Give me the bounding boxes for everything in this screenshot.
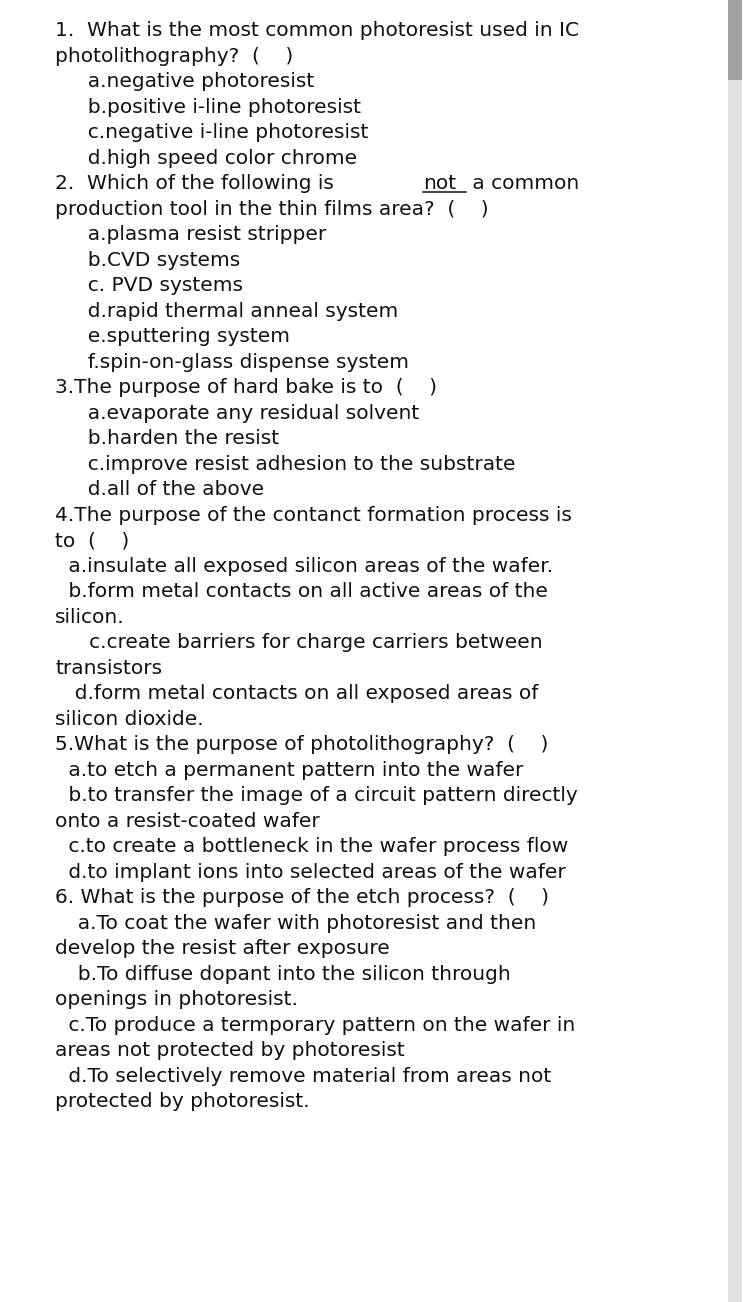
Text: to  (    ): to ( ): [55, 531, 129, 551]
Text: d.high speed color chrome: d.high speed color chrome: [75, 148, 357, 168]
Text: production tool in the thin films area?  (    ): production tool in the thin films area? …: [55, 199, 489, 219]
Text: d.To selectively remove material from areas not: d.To selectively remove material from ar…: [62, 1066, 551, 1086]
Text: silicon.: silicon.: [55, 608, 125, 626]
Text: a common: a common: [466, 174, 579, 193]
Text: a.plasma resist stripper: a.plasma resist stripper: [75, 225, 326, 245]
Text: c. PVD systems: c. PVD systems: [75, 276, 243, 296]
Text: c.create barriers for charge carriers between: c.create barriers for charge carriers be…: [70, 633, 542, 652]
Text: openings in photoresist.: openings in photoresist.: [55, 991, 298, 1009]
Text: 2.  Which of the following is: 2. Which of the following is: [55, 174, 340, 193]
Text: onto a resist-coated wafer: onto a resist-coated wafer: [55, 811, 320, 831]
Text: b.positive i-line photoresist: b.positive i-line photoresist: [75, 98, 361, 117]
Text: d.form metal contacts on all exposed areas of: d.form metal contacts on all exposed are…: [62, 685, 538, 703]
Text: d.all of the above: d.all of the above: [75, 480, 264, 499]
Text: areas not protected by photoresist: areas not protected by photoresist: [55, 1042, 405, 1060]
Text: not: not: [423, 174, 456, 193]
Text: 4.The purpose of the contanct formation process is: 4.The purpose of the contanct formation …: [55, 505, 572, 525]
Text: c.improve resist adhesion to the substrate: c.improve resist adhesion to the substra…: [75, 454, 515, 474]
Bar: [728, 0, 742, 79]
Text: a.insulate all exposed silicon areas of the wafer.: a.insulate all exposed silicon areas of …: [62, 557, 553, 575]
Text: a.To coat the wafer with photoresist and then: a.To coat the wafer with photoresist and…: [65, 914, 536, 932]
Text: b.CVD systems: b.CVD systems: [75, 251, 240, 270]
Text: c.to create a bottleneck in the wafer process flow: c.to create a bottleneck in the wafer pr…: [62, 837, 568, 857]
Text: 5.What is the purpose of photolithography?  (    ): 5.What is the purpose of photolithograph…: [55, 736, 548, 754]
Text: c.negative i-line photoresist: c.negative i-line photoresist: [75, 124, 368, 142]
Text: b.form metal contacts on all active areas of the: b.form metal contacts on all active area…: [62, 582, 548, 602]
Text: b.To diffuse dopant into the silicon through: b.To diffuse dopant into the silicon thr…: [65, 965, 511, 984]
Text: f.spin-on-glass dispense system: f.spin-on-glass dispense system: [75, 353, 409, 372]
Text: c.To produce a termporary pattern on the wafer in: c.To produce a termporary pattern on the…: [62, 1016, 575, 1035]
Text: transistors: transistors: [55, 659, 162, 678]
Text: 3.The purpose of hard bake is to  (    ): 3.The purpose of hard bake is to ( ): [55, 379, 437, 397]
Text: e.sputtering system: e.sputtering system: [75, 327, 290, 346]
Text: develop the resist after exposure: develop the resist after exposure: [55, 939, 390, 958]
Text: protected by photoresist.: protected by photoresist.: [55, 1092, 310, 1111]
Text: photolithography?  (    ): photolithography? ( ): [55, 47, 293, 65]
Text: silicon dioxide.: silicon dioxide.: [55, 710, 203, 729]
Text: 6. What is the purpose of the etch process?  (    ): 6. What is the purpose of the etch proce…: [55, 888, 549, 907]
Text: 1.  What is the most common photoresist used in IC: 1. What is the most common photoresist u…: [55, 21, 579, 40]
Text: a.negative photoresist: a.negative photoresist: [75, 72, 314, 91]
Text: a.to etch a permanent pattern into the wafer: a.to etch a permanent pattern into the w…: [62, 760, 524, 780]
Text: d.rapid thermal anneal system: d.rapid thermal anneal system: [75, 302, 398, 320]
Text: b.harden the resist: b.harden the resist: [75, 430, 279, 448]
Bar: [728, 0, 742, 1302]
Text: b.to transfer the image of a circuit pattern directly: b.to transfer the image of a circuit pat…: [62, 786, 578, 805]
Text: a.evaporate any residual solvent: a.evaporate any residual solvent: [75, 404, 419, 423]
Text: d.to implant ions into selected areas of the wafer: d.to implant ions into selected areas of…: [62, 863, 566, 881]
